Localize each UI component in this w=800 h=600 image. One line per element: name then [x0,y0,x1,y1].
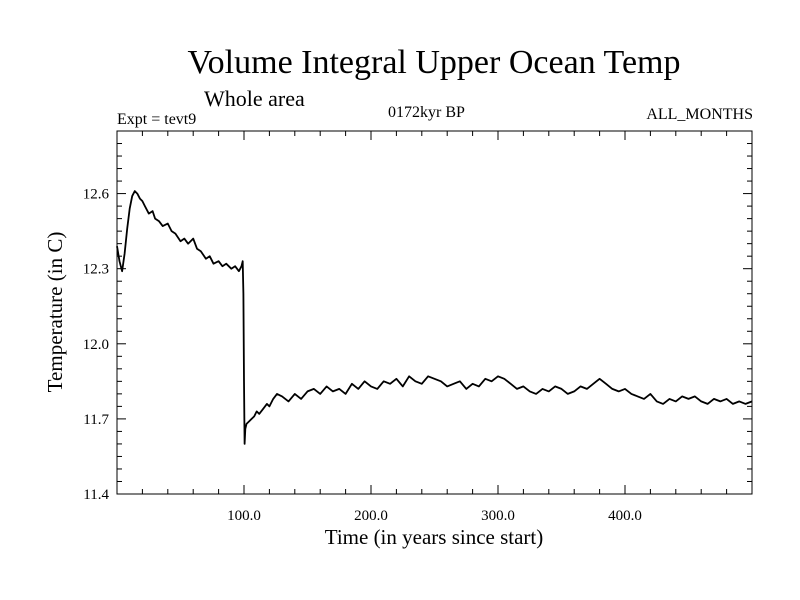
chart-title: Volume Integral Upper Ocean Temp [187,44,681,81]
y-tick-label: 11.7 [83,412,109,428]
y-tick-label: 12.6 [83,187,110,203]
x-axis: 100.0 200.0 300.0 400.0 [141,131,728,524]
x-tick-label: 300.0 [481,508,515,524]
months-label: ALL_MONTHS [646,106,753,123]
y-axis: 11.4 11.7 12.0 12.3 12.6 [83,143,752,503]
x-axis-label: Time (in years since start) [325,525,544,549]
experiment-label: Expt = tevt9 [117,111,197,128]
chart-subtitle: Whole area [204,86,305,111]
x-tick-label: 200.0 [354,508,388,524]
y-axis-label: Temperature (in C) [43,232,67,393]
period-label: 0172kyr BP [388,104,465,121]
x-tick-label: 400.0 [608,508,642,524]
series-layer [116,190,753,445]
series-line [116,190,753,445]
plot-frame [116,130,753,495]
y-tick-label: 12.0 [83,337,109,353]
x-tick-label: 100.0 [227,508,261,524]
y-tick-label: 12.3 [83,262,109,278]
y-tick-label: 11.4 [83,487,109,503]
